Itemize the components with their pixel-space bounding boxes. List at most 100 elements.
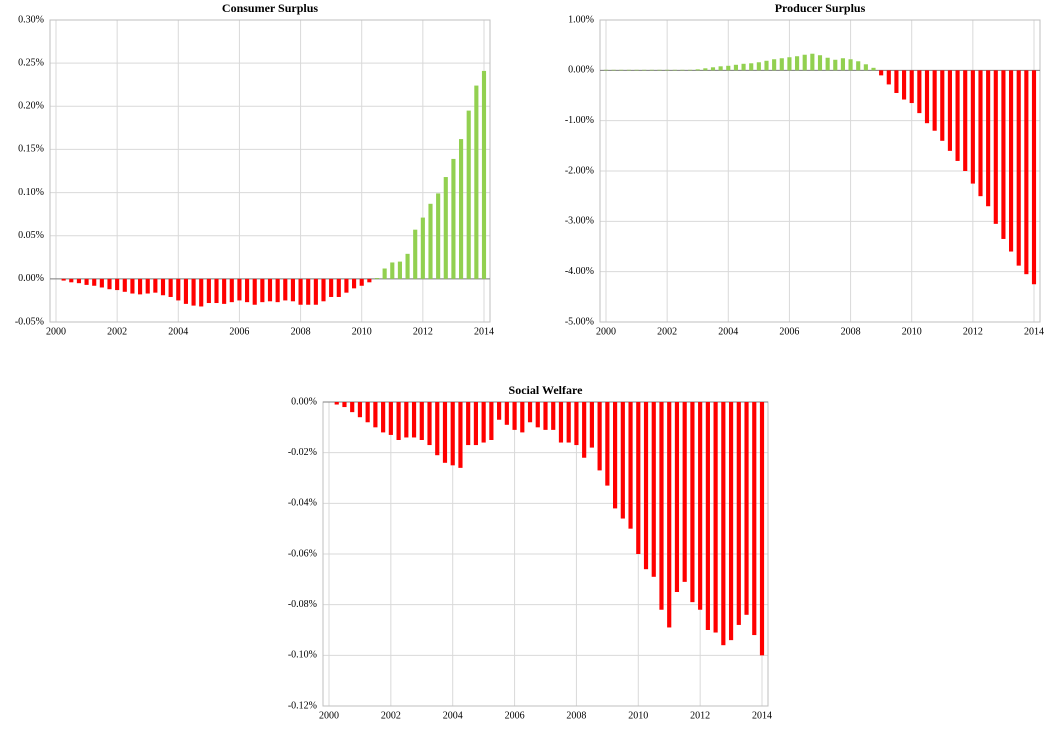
x-tick-label: 2004: [718, 326, 738, 337]
bar: [450, 402, 455, 466]
x-tick-label: 2010: [902, 326, 922, 337]
y-tick-label: -5.00%: [565, 316, 594, 327]
x-tick-label: 2004: [443, 710, 463, 721]
bar: [589, 402, 594, 448]
x-tick-label: 2014: [752, 710, 772, 721]
y-tick-label: 0.30%: [18, 14, 44, 25]
bar: [76, 278, 81, 284]
bar: [1016, 70, 1021, 266]
bar: [955, 70, 960, 161]
y-tick-label: -0.10%: [288, 650, 317, 661]
x-tick-label: 2012: [690, 710, 710, 721]
y-tick-label: -2.00%: [565, 165, 594, 176]
bar: [764, 60, 769, 71]
bar: [115, 278, 120, 291]
bar: [153, 278, 158, 293]
bar: [752, 402, 757, 636]
bar: [924, 70, 930, 124]
bar: [245, 278, 250, 303]
x-tick-label: 2008: [841, 326, 861, 337]
x-tick-label: 2002: [657, 326, 677, 337]
bar: [605, 402, 610, 486]
bar: [772, 59, 777, 71]
bar: [428, 203, 433, 279]
bar: [504, 402, 509, 425]
bar: [726, 65, 731, 71]
bar: [657, 69, 662, 71]
bar: [710, 67, 716, 71]
bar: [674, 402, 680, 592]
bar: [613, 402, 618, 509]
x-tick-label: 2008: [291, 326, 311, 337]
bar: [535, 402, 540, 428]
bar: [840, 58, 845, 71]
chart-title: Producer Surplus: [775, 1, 866, 15]
bar: [970, 70, 975, 184]
bar: [283, 278, 288, 301]
bar: [481, 402, 486, 443]
bar: [92, 278, 97, 286]
bar: [122, 278, 127, 292]
bar: [695, 69, 700, 71]
bar: [1024, 70, 1029, 275]
bar: [145, 278, 150, 294]
bar: [705, 402, 710, 630]
bar: [352, 278, 357, 289]
x-tick-label: 2010: [628, 710, 648, 721]
bar: [107, 278, 112, 290]
x-tick-label: 2010: [352, 326, 372, 337]
bar: [413, 229, 418, 279]
bar: [886, 70, 891, 85]
bar: [168, 278, 173, 297]
bar: [357, 402, 363, 418]
bar: [848, 59, 853, 71]
bar: [275, 278, 280, 303]
bar: [329, 278, 334, 297]
bar: [909, 70, 914, 104]
bar: [252, 278, 257, 305]
bar: [871, 67, 876, 71]
bar: [863, 64, 868, 71]
bar: [795, 56, 800, 71]
x-tick-label: 2012: [413, 326, 433, 337]
bar: [558, 402, 564, 443]
bar: [199, 278, 204, 307]
y-tick-label: -0.06%: [288, 548, 317, 559]
x-tick-label: 2000: [319, 710, 339, 721]
bar: [736, 402, 741, 625]
bar: [917, 70, 922, 114]
bar: [574, 402, 579, 446]
bar: [986, 70, 991, 207]
y-tick-label: 0.25%: [18, 57, 44, 68]
bar: [99, 278, 104, 288]
bar: [427, 402, 432, 446]
bar: [749, 63, 754, 71]
bar: [902, 70, 907, 100]
bar: [405, 253, 410, 279]
bar: [420, 217, 425, 279]
bar: [728, 402, 734, 641]
x-tick-label: 2006: [229, 326, 249, 337]
bar: [84, 278, 89, 285]
bar: [940, 70, 945, 141]
bar: [665, 69, 670, 71]
x-tick-label: 2008: [566, 710, 586, 721]
bar: [802, 54, 807, 71]
bar: [817, 55, 823, 71]
bar: [733, 64, 738, 71]
bar: [690, 402, 695, 603]
bar: [1009, 70, 1014, 252]
bar: [1001, 70, 1006, 239]
y-tick-label: -0.05%: [15, 316, 44, 327]
bar: [229, 278, 234, 303]
bar: [659, 402, 664, 610]
x-tick-label: 2002: [107, 326, 127, 337]
bar: [321, 278, 326, 302]
x-tick-label: 2000: [596, 326, 616, 337]
bar: [381, 402, 386, 433]
x-tick-label: 2006: [779, 326, 799, 337]
bar: [642, 69, 647, 71]
bar: [703, 68, 708, 71]
bar: [649, 69, 654, 71]
bar: [582, 402, 587, 458]
